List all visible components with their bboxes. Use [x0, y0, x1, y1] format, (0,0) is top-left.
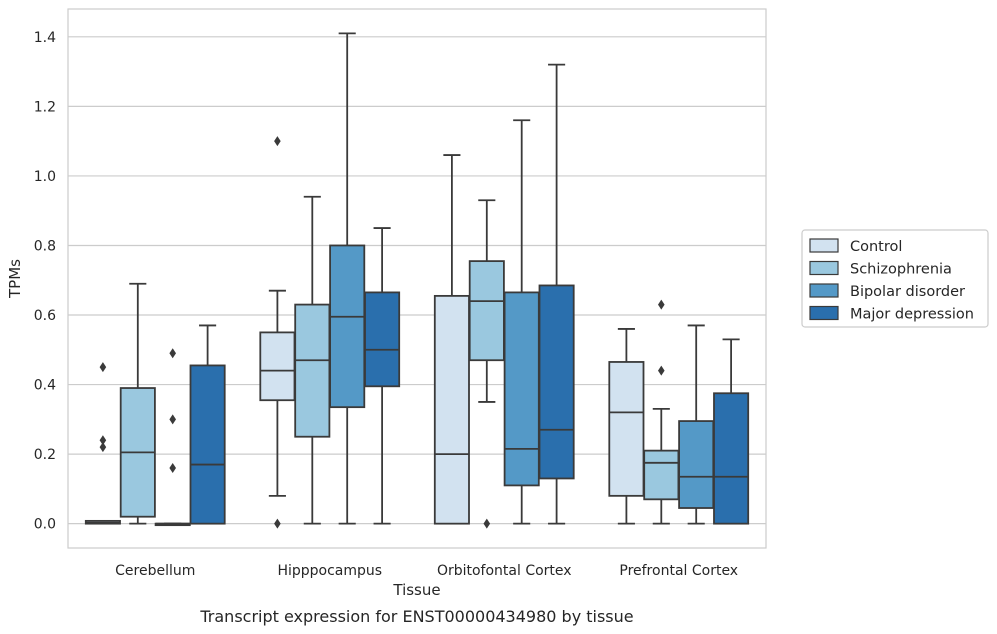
box-body: [538, 284, 575, 480]
legend-swatch: [809, 260, 839, 276]
box-body: [294, 303, 331, 438]
x-tick-label: Orbitofontal Cortex: [437, 563, 572, 579]
box-body: [713, 392, 750, 525]
box-bipolar-disorder-2: [503, 119, 540, 525]
outlier-point: [99, 442, 107, 453]
legend-label: Major depression: [850, 307, 974, 323]
y-tick-label: 0.0: [34, 517, 56, 533]
y-tick-label: 1.2: [34, 99, 56, 115]
legend-item-control: Control: [809, 238, 902, 255]
outlier-point: [169, 414, 176, 425]
y-tick-label: 1.4: [34, 30, 56, 46]
box-schizophrenia-1: [294, 195, 331, 525]
legend-frame: [801, 229, 989, 328]
outlier-point: [658, 299, 665, 310]
box-body: [503, 291, 540, 487]
chart-caption: Transcript expression for ENST0000043498…: [199, 607, 633, 626]
outlier-point: [169, 348, 176, 359]
legend-swatch: [809, 283, 839, 298]
legend-item-bipolar-disorder: Bipolar disorder: [809, 283, 965, 300]
box-control-0: [84, 362, 121, 525]
legend-swatch: [809, 238, 839, 253]
box-bipolar-disorder-3: [678, 324, 715, 525]
legend-item-major-depression: Major depression: [809, 305, 974, 323]
box-control-2: [433, 154, 470, 525]
outlier-point: [99, 435, 107, 446]
box-schizophrenia-3: [643, 299, 680, 525]
box-body: [433, 294, 470, 525]
legend-swatch: [809, 305, 839, 321]
y-tick-label: 0.6: [34, 308, 56, 324]
x-axis-title: Tissue: [392, 581, 440, 599]
box-major-depression-0: [189, 324, 226, 525]
box-body: [189, 364, 226, 525]
box-plot-marks: [84, 32, 750, 529]
box-body: [364, 291, 401, 388]
box-body: [468, 260, 505, 362]
box-bipolar-disorder-0: [154, 348, 191, 527]
legend-item-schizophrenia: Schizophrenia: [809, 260, 952, 278]
legend-label: Schizophrenia: [850, 262, 952, 278]
y-tick-label: 0.8: [34, 238, 56, 254]
outlier-point: [169, 463, 176, 474]
box-major-depression-3: [713, 338, 750, 525]
box-major-depression-1: [364, 227, 401, 525]
plot-frame: [67, 8, 767, 549]
legend-label: Bipolar disorder: [850, 284, 965, 300]
outlier-point: [99, 362, 107, 373]
box-schizophrenia-0: [119, 282, 156, 525]
box-body: [643, 449, 680, 501]
x-tick-label: Hipppocampus: [277, 563, 382, 579]
y-tick-label: 0.4: [34, 378, 56, 394]
box-control-3: [608, 328, 645, 525]
x-tick-label: Cerebellum: [115, 563, 195, 579]
box-body: [259, 331, 296, 402]
box-major-depression-2: [538, 63, 575, 525]
box-body: [329, 244, 366, 409]
x-tick-label: Prefrontal Cortex: [619, 563, 738, 579]
y-tick-label: 0.2: [34, 447, 56, 463]
box-control-1: [259, 136, 296, 529]
outlier-point: [274, 136, 281, 147]
y-tick-label: 1.0: [34, 169, 56, 185]
box-bipolar-disorder-1: [329, 32, 366, 525]
grid-lines: [68, 36, 766, 525]
outlier-point: [274, 518, 281, 529]
outlier-point: [483, 518, 491, 529]
x-tick-labels: Cerebellum Hipppocampus Orbitofontal Corte…: [115, 563, 738, 579]
box-body: [608, 361, 645, 497]
box-body: [678, 420, 715, 509]
outlier-point: [658, 365, 665, 376]
legend: Control Schizophrenia Bipolar disorder Majo…: [801, 229, 989, 328]
box-schizophrenia-2: [468, 199, 505, 529]
legend-label: Control: [850, 239, 902, 255]
y-tick-labels: 0.0 0.2 0.4 0.6 0.8 1.0 1.2 1.4: [34, 30, 56, 533]
y-axis-title: TPMs: [6, 259, 24, 299]
